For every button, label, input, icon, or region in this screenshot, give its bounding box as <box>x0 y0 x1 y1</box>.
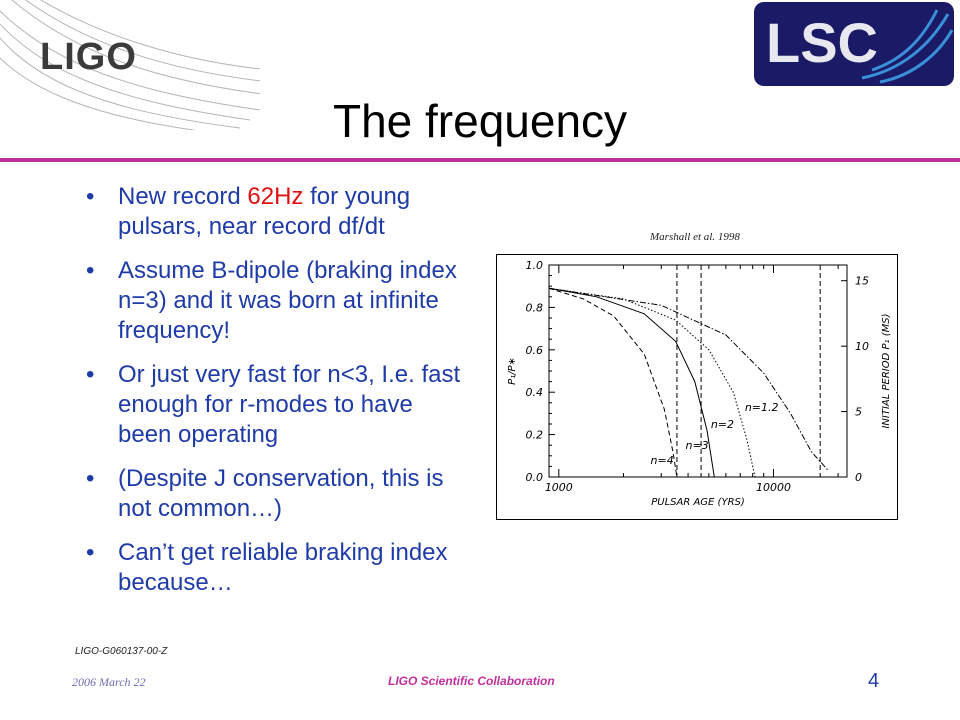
lsc-logo: LSC <box>754 2 954 86</box>
bullet-marker: • <box>86 183 95 210</box>
footer-date: 2006 March 22 <box>72 675 146 689</box>
title-divider <box>0 158 960 162</box>
y-tick-label: 0.4 <box>526 386 544 399</box>
bullet-item: • Assume B-dipole (braking index n=3) and… <box>80 256 472 346</box>
figure-panel: 0.0 0.2 0.4 0.6 0.8 1.0 0 5 10 15 1000 10000 PULSAR … <box>496 254 898 520</box>
footer-collaboration: LIGO Scientific Collaboration <box>388 674 555 688</box>
bullet-item: • New record 62Hz for young pulsars, near… <box>80 182 472 242</box>
bullet-text: Can’t get reliable braking index because… <box>118 539 448 596</box>
ligo-logo: LIGO <box>40 36 137 78</box>
y2-tick-label: 5 <box>855 406 862 419</box>
y-axis-label: P₁/P∗ <box>507 357 518 385</box>
bullet-text: Or just very fast for n<3, I.e. fast eno… <box>118 361 461 448</box>
series-line-n=4 <box>548 287 678 478</box>
pulsar-period-chart: 0.0 0.2 0.4 0.6 0.8 1.0 0 5 10 15 1000 10000 PULSAR … <box>507 259 892 508</box>
series-line-n=3 <box>548 287 715 478</box>
bullet-item: • (Despite J conservation, this is not co… <box>80 464 472 524</box>
bullet-list: • New record 62Hz for young pulsars, near… <box>80 182 472 612</box>
bullet-marker: • <box>86 539 95 566</box>
figure-credit: Marshall et al. 1998 <box>650 231 740 243</box>
bullet-text: (Despite J conservation, this is not com… <box>118 465 444 522</box>
series-line-n=2 <box>548 287 756 478</box>
series-line-n=1-2 <box>548 287 829 471</box>
y-tick-label: 0.8 <box>526 301 544 314</box>
y2-tick-label: 10 <box>855 340 869 353</box>
x-tick-label: 10000 <box>756 481 791 494</box>
curve-label: n=1.2 <box>745 401 779 414</box>
y-tick-label: 1.0 <box>526 259 544 272</box>
y2-axis-label: INITIAL PERIOD P₁ (MS) <box>881 313 892 428</box>
bullet-highlight: 62Hz <box>247 183 304 210</box>
document-id: LIGO-G060137-00-Z <box>75 646 168 657</box>
bullet-marker: • <box>86 361 95 388</box>
corner-swirl-decoration <box>0 0 260 130</box>
y-tick-label: 0.2 <box>526 429 544 442</box>
x-tick-label: 1000 <box>545 481 573 494</box>
bullet-item: • Can’t get reliable braking index becaus… <box>80 538 472 598</box>
curve-label: n=2 <box>711 418 734 431</box>
lsc-logo-text: LSC <box>766 11 878 74</box>
bullet-text: New record <box>118 183 248 210</box>
slide-title: The frequency <box>332 95 628 147</box>
bullet-item: • Or just very fast for n<3, I.e. fast en… <box>80 360 472 450</box>
bullet-marker: • <box>86 257 95 284</box>
bullet-text: for young pulsars, near record df/dt <box>118 183 411 240</box>
x-axis-label: PULSAR AGE (YRS) <box>651 497 745 508</box>
bullet-text: Assume B-dipole (braking index n=3) and … <box>118 257 457 344</box>
page-number: 4 <box>868 670 880 692</box>
y2-tick-label: 0 <box>855 471 862 484</box>
y2-tick-label: 15 <box>855 275 869 288</box>
y-tick-label: 0.0 <box>526 471 544 484</box>
curve-label: n=3 <box>685 439 708 452</box>
curve-label: n=4 <box>651 454 674 467</box>
y-tick-label: 0.6 <box>526 344 544 357</box>
bullet-marker: • <box>86 465 95 492</box>
